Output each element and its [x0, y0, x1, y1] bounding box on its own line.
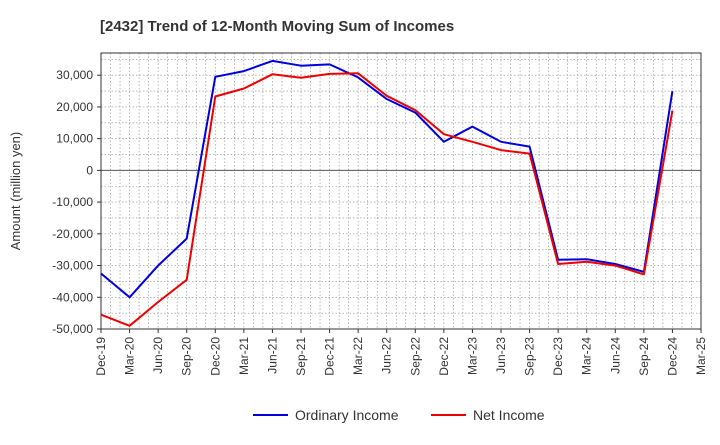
y-tick-label: -30,000 [52, 259, 93, 273]
y-tick-label: -20,000 [52, 227, 93, 241]
x-tick-label: Mar-22 [351, 337, 365, 375]
x-tick-label: Jun-24 [608, 337, 622, 374]
x-tick-label: Dec-24 [665, 337, 679, 376]
x-tick-label: Dec-20 [208, 337, 222, 376]
grid [101, 53, 701, 329]
chart-title: [2432] Trend of 12-Month Moving Sum of I… [100, 18, 454, 35]
legend-label: Ordinary Income [295, 407, 399, 423]
x-tick-label: Dec-21 [323, 337, 337, 376]
legend-label: Net Income [473, 407, 545, 423]
x-tick-label: Dec-22 [437, 337, 451, 376]
y-tick-label: -40,000 [52, 290, 93, 304]
y-axis-label: Amount (million yen) [8, 132, 23, 251]
x-tick-label: Sep-24 [637, 337, 651, 376]
x-tick-label: Jun-20 [151, 337, 165, 374]
x-tick-label: Dec-19 [94, 337, 108, 376]
y-tick-label: 20,000 [56, 100, 93, 114]
x-tick-label: Mar-23 [465, 337, 479, 375]
legend: Ordinary Income Net Income [253, 407, 545, 423]
x-tick-label: Sep-21 [294, 337, 308, 376]
x-tick-label: Mar-20 [123, 337, 137, 375]
x-tick-label: Mar-25 [694, 337, 708, 375]
x-tick-label: Mar-21 [237, 337, 251, 375]
x-tick-label: Jun-21 [265, 337, 279, 374]
x-tick-label: Sep-20 [180, 337, 194, 376]
y-tick-label: 10,000 [56, 132, 93, 146]
x-tick-label: Jun-23 [494, 337, 508, 374]
y-tick-label: -10,000 [52, 195, 93, 209]
plot-area [101, 53, 701, 329]
x-tick-label: Dec-23 [551, 337, 565, 376]
y-tick-label: -50,000 [52, 322, 93, 336]
x-tick-label: Mar-24 [580, 337, 594, 375]
y-tick-label: 30,000 [56, 68, 93, 82]
x-tick-label: Jun-22 [380, 337, 394, 374]
x-tick-label: Sep-22 [408, 337, 422, 376]
x-tick-label: Sep-23 [523, 337, 537, 376]
y-tick-label: 0 [86, 163, 93, 177]
